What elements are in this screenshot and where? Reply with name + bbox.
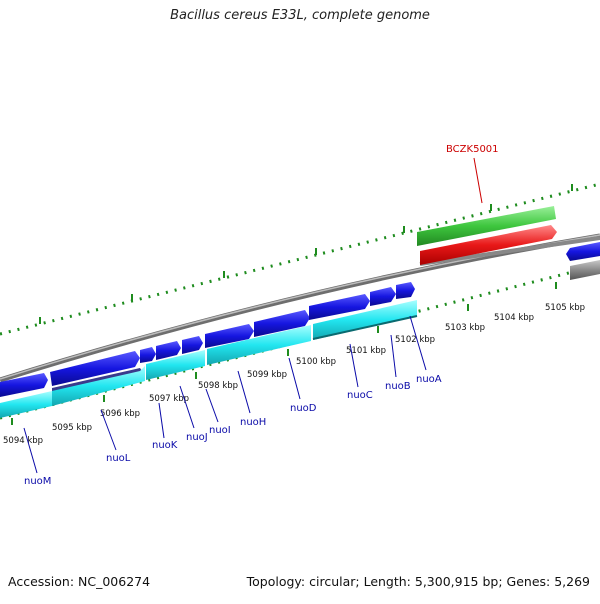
gene-feature[interactable] bbox=[570, 260, 600, 280]
ruler-label: 5099 kbp bbox=[247, 370, 287, 380]
ruler-label: 5096 kbp bbox=[100, 409, 140, 419]
gene-label[interactable]: nuoD bbox=[290, 403, 317, 414]
gene-label[interactable]: nuoI bbox=[209, 425, 231, 436]
gene-feature[interactable] bbox=[370, 287, 396, 306]
ruler-label: 5098 kbp bbox=[198, 381, 238, 391]
gene-feature[interactable] bbox=[0, 391, 52, 418]
highlight-feature-red[interactable] bbox=[420, 225, 557, 265]
gene-feature[interactable] bbox=[309, 294, 370, 320]
gene-label[interactable]: nuoM bbox=[24, 476, 51, 487]
genome-title: Bacillus cereus E33L, complete genome bbox=[170, 8, 430, 23]
gene-label[interactable]: nuoJ bbox=[186, 432, 208, 443]
ruler-label: 5104 kbp bbox=[494, 313, 534, 323]
ruler-label: 5101 kbp bbox=[346, 346, 386, 356]
gene-feature[interactable] bbox=[52, 366, 145, 406]
gene-feature[interactable] bbox=[156, 341, 181, 360]
highlight-feature-green[interactable] bbox=[417, 206, 556, 246]
ruler-label: 5097 kbp bbox=[149, 394, 189, 404]
gene-feature[interactable] bbox=[0, 373, 48, 397]
gene-label[interactable]: nuoA bbox=[416, 374, 442, 385]
outer-tick-line bbox=[0, 182, 600, 336]
reverse-strand-track bbox=[0, 300, 418, 418]
gene-label[interactable]: nuoK bbox=[152, 440, 178, 451]
gene-feature[interactable] bbox=[313, 300, 417, 340]
gene-label[interactable]: nuoB bbox=[385, 381, 411, 392]
ruler-label: 5105 kbp bbox=[545, 303, 585, 313]
gene-feature[interactable] bbox=[396, 282, 415, 299]
genome-summary-text: Topology: circular; Length: 5,300,915 bp… bbox=[246, 574, 590, 589]
ruler-label: 5094 kbp bbox=[3, 436, 43, 446]
gene-labels: nuoM nuoL nuoK nuoJ nuoI nuoH nuoD nuoC … bbox=[23, 315, 442, 487]
ruler-label: 5103 kbp bbox=[445, 323, 485, 333]
ruler-labels: 5094 kbp 5095 kbp 5096 kbp 5097 kbp 5098… bbox=[3, 303, 585, 446]
gene-feature[interactable] bbox=[146, 350, 205, 380]
ruler-label: 5102 kbp bbox=[395, 335, 435, 345]
inner-tick-line bbox=[0, 263, 600, 425]
accession-text: Accession: NC_006274 bbox=[8, 574, 151, 589]
highlight-label[interactable]: BCZK5001 bbox=[446, 144, 499, 155]
gene-feature[interactable] bbox=[254, 310, 310, 337]
gene-label[interactable]: nuoC bbox=[347, 390, 373, 401]
gene-feature[interactable] bbox=[140, 347, 156, 363]
gene-feature[interactable] bbox=[566, 242, 600, 261]
ruler-label: 5095 kbp bbox=[52, 423, 92, 433]
gene-feature[interactable] bbox=[50, 351, 140, 386]
highlight-label-leader bbox=[473, 157, 483, 204]
backbone-track bbox=[0, 233, 600, 383]
gene-feature[interactable] bbox=[182, 336, 203, 354]
gene-label[interactable]: nuoH bbox=[240, 417, 266, 428]
highlight-region: BCZK5001 bbox=[417, 144, 557, 265]
gene-feature[interactable] bbox=[205, 324, 254, 348]
gene-label[interactable]: nuoL bbox=[106, 453, 131, 464]
ruler-label: 5100 kbp bbox=[296, 357, 336, 367]
gene-feature[interactable] bbox=[207, 325, 311, 365]
